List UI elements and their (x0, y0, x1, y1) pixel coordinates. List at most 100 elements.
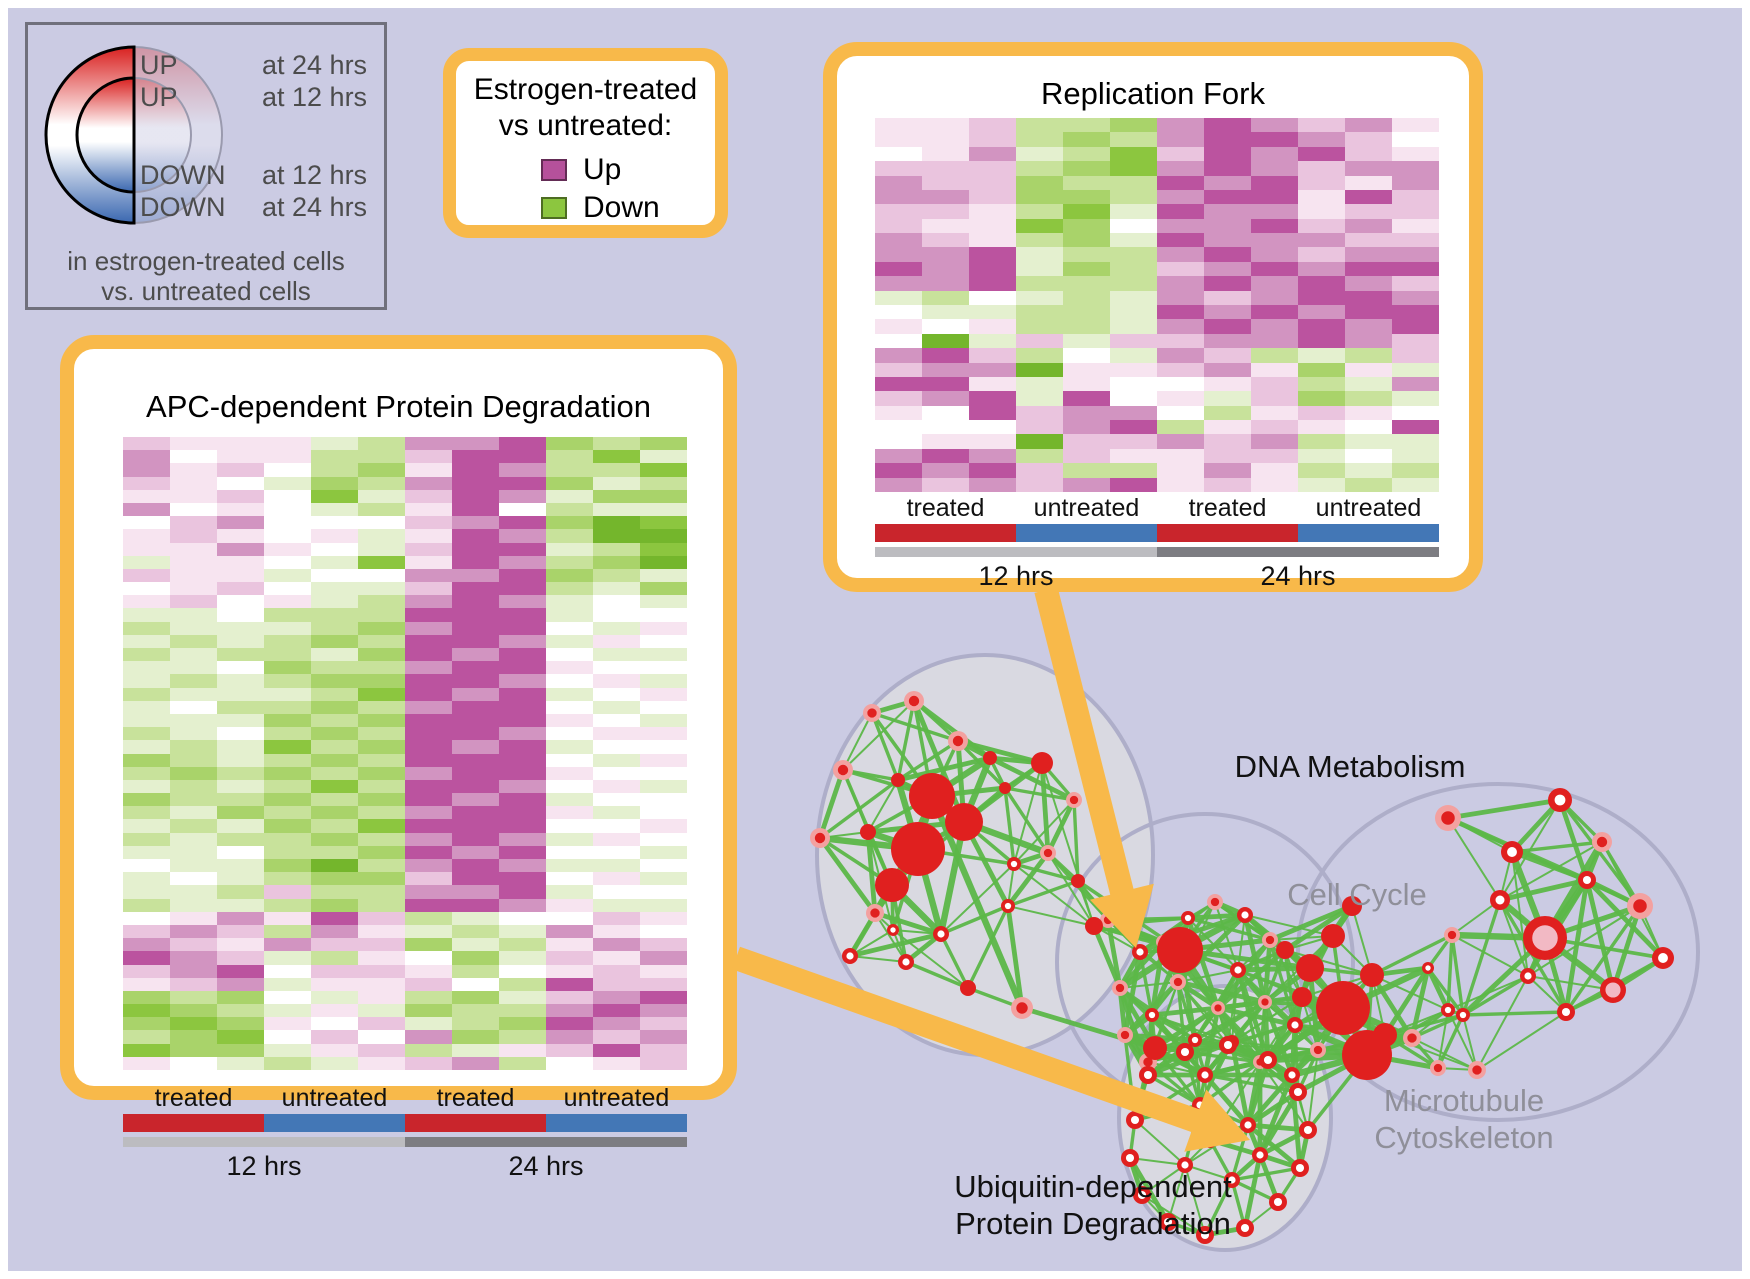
heatmap-cell (1016, 233, 1063, 248)
heatmap-cell (499, 924, 546, 939)
heatmap-cell (1204, 448, 1251, 464)
heatmap-cell (1157, 118, 1204, 133)
heatmap-cell (217, 595, 264, 609)
heatmap-cell (170, 621, 217, 635)
heatmap-cell (1110, 118, 1157, 133)
heatmap-cell (969, 118, 1016, 133)
heatmap-cell (875, 463, 922, 478)
heatmap-cell (1392, 477, 1439, 492)
heatmap-cell (922, 175, 969, 190)
heatmap-cell (264, 713, 311, 728)
heatmap-cell (499, 977, 546, 991)
heatmap-cell (311, 661, 358, 675)
heatmap-cell (640, 1017, 687, 1031)
heatmap-cell (452, 938, 499, 952)
heatmap-cell (546, 793, 593, 807)
heatmap-cell (1204, 420, 1251, 435)
heatmap-cell (405, 476, 452, 490)
heatmap-cell (1392, 420, 1439, 435)
group-label: treated (154, 1084, 233, 1112)
heatmap-cell (123, 1017, 170, 1031)
heatmap-cell (311, 898, 358, 912)
heatmap-cell (123, 476, 170, 490)
heatmap-cell (1157, 233, 1204, 248)
heatmap-cell (405, 990, 452, 1005)
heatmap-cell (1392, 189, 1439, 205)
heatmap-cell (499, 542, 546, 556)
heatmap-cell (170, 542, 217, 556)
heatmap-cell (1204, 161, 1251, 176)
time-bar (405, 1137, 687, 1147)
heatmap-cell (1345, 132, 1392, 147)
heatmap-cell (170, 1017, 217, 1031)
heatmap-cell (499, 674, 546, 688)
heatmap-cell (499, 713, 546, 728)
heatmap-cell (593, 951, 640, 965)
heatmap-cell (217, 687, 264, 701)
heatmap-cell (311, 951, 358, 965)
heatmap-cell (1110, 161, 1157, 176)
heatmap-cell (1251, 319, 1298, 334)
heatmap-cell (311, 832, 358, 846)
heatmap-cell (311, 476, 358, 490)
heatmap-cell (875, 189, 922, 205)
heatmap-cell (546, 582, 593, 596)
heatmap-cell (546, 859, 593, 873)
heatmap-cell (405, 832, 452, 846)
heatmap-cell (499, 911, 546, 925)
heatmap-cell (170, 582, 217, 596)
heatmap-cell (499, 885, 546, 899)
heatmap-cell (264, 990, 311, 1005)
heatmap-cell (170, 529, 217, 543)
group-color-bars (123, 1114, 687, 1132)
heatmap-cell (499, 832, 546, 846)
heatmap-cell (452, 1043, 499, 1057)
heatmap-cell (1345, 420, 1392, 435)
group-label: treated (436, 1084, 515, 1112)
heatmap-cell (405, 437, 452, 451)
heatmap-cell (1110, 247, 1157, 262)
heatmap-cell (123, 648, 170, 662)
heatmap-cell (1251, 333, 1298, 349)
heatmap-cell (452, 700, 499, 714)
heatmap-cell (264, 1004, 311, 1018)
heatmap-cell (405, 859, 452, 873)
heatmap-cell (1016, 434, 1063, 449)
heatmap-cell (405, 489, 452, 503)
group-label: treated (1188, 494, 1267, 522)
heatmap-cell (123, 964, 170, 978)
heatmap-cell (969, 161, 1016, 176)
group-label: untreated (1315, 494, 1422, 522)
heatmap-cell (1110, 175, 1157, 190)
heatmap-cell (1157, 304, 1204, 320)
heatmap-cell (1298, 448, 1345, 464)
heatmap-cell (593, 516, 640, 530)
heatmap-cell (264, 661, 311, 675)
heatmap-cell (1392, 233, 1439, 248)
heatmap-cell (1110, 276, 1157, 291)
heatmap-cell (311, 568, 358, 583)
heatmap-cell (311, 713, 358, 728)
heatmap-cell (499, 687, 546, 701)
heatmap-cell (123, 529, 170, 543)
heatmap-cell (546, 463, 593, 477)
heatmap-cell (1345, 276, 1392, 291)
concentric-rings-glyph (44, 45, 223, 225)
heatmap-cell (922, 304, 969, 320)
heatmap-cell (640, 1056, 687, 1070)
heatmap-cell (593, 727, 640, 741)
heatmap-cell (640, 1004, 687, 1018)
heatmap-cell (405, 845, 452, 859)
heatmap-cell (452, 516, 499, 530)
heatmap-cell (1110, 405, 1157, 421)
heatmap-cell (546, 911, 593, 925)
heatmap-cell (405, 885, 452, 899)
heatmap-cell (922, 463, 969, 478)
heatmap-cell (1063, 405, 1110, 421)
heatmap-cell (264, 806, 311, 820)
heatmap-cell (311, 845, 358, 859)
heatmap-cell (969, 362, 1016, 377)
heatmap-cell (405, 634, 452, 648)
heatmap-cell (358, 450, 405, 464)
heatmap-cell (1251, 233, 1298, 248)
